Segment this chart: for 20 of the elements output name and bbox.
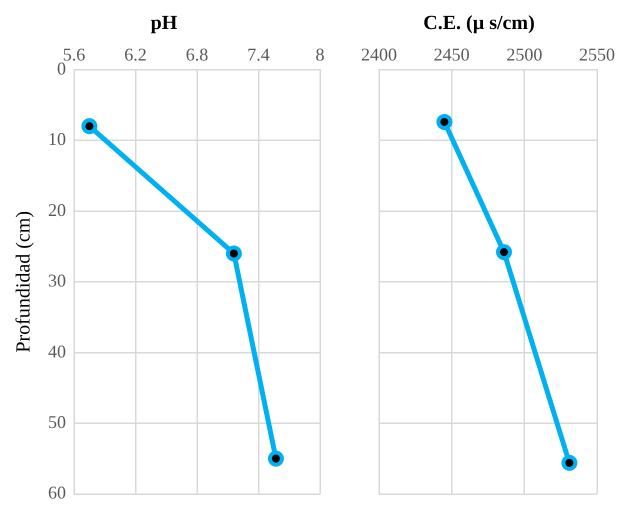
y-tick-label: 30 [48, 270, 66, 291]
y-tick-label: 60 [48, 482, 66, 503]
y-tick-label: 50 [48, 412, 66, 432]
x-tick-label: 2550 [579, 44, 615, 65]
x-tick-label: 2450 [434, 44, 470, 65]
x-tick-label: 6.8 [186, 44, 208, 65]
x-tick-label: 8 [316, 44, 324, 65]
y-axis-title: Profundidad (cm) [12, 210, 34, 353]
point [226, 246, 242, 262]
point [81, 118, 98, 134]
y-tick-label: 10 [48, 129, 66, 150]
chart-title: C.E. (µ s/cm) [423, 12, 535, 34]
point [268, 450, 284, 467]
chart-title: pH [150, 12, 178, 34]
x-tick-label: 2400 [361, 44, 397, 65]
x-tick-label: 6.2 [124, 44, 147, 65]
x-tick-label: 7.4 [247, 44, 270, 65]
y-tick-label: 20 [48, 200, 66, 220]
x-tick-label: 2500 [506, 44, 542, 65]
y-tick-label: 40 [48, 341, 66, 362]
